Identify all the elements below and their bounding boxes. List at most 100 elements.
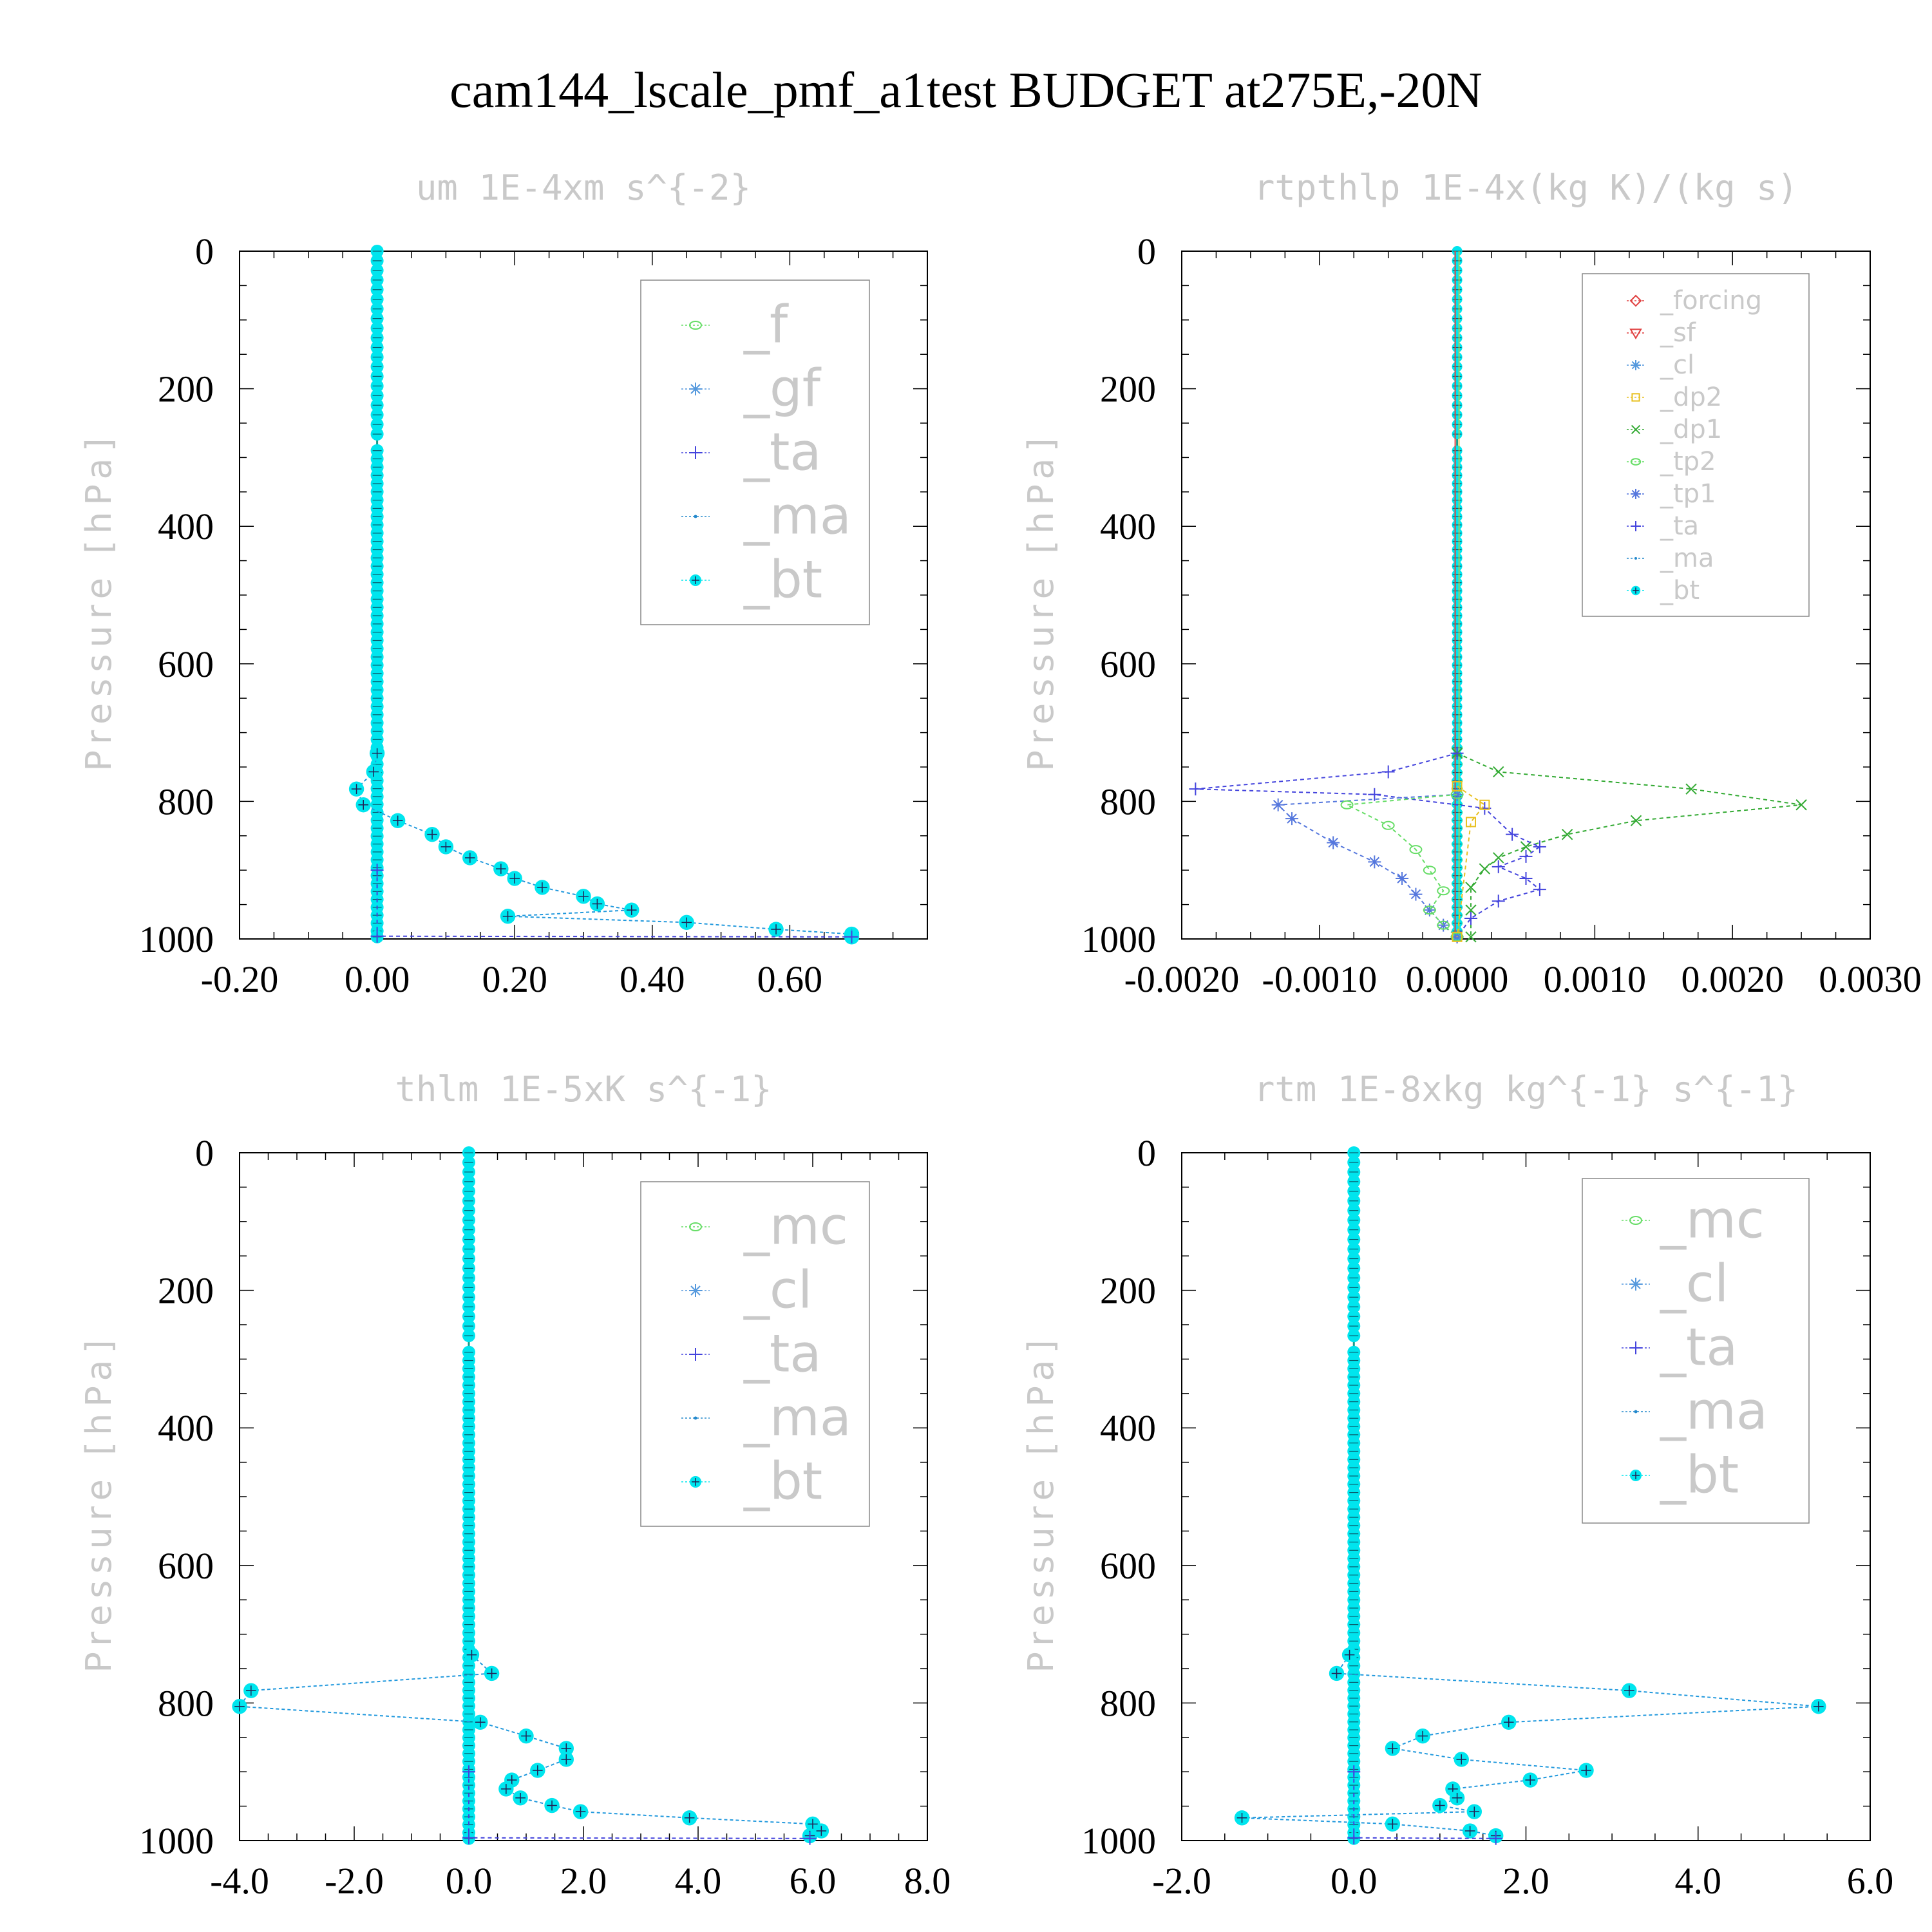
data-point [1506,828,1519,841]
y-tick-label: 800 [1100,781,1156,822]
x-tick-label: 0.60 [757,958,823,1000]
data-point [1452,931,1463,942]
legend-label: _ta [743,1323,821,1383]
legend-label: _mc [1660,1189,1765,1249]
data-point [1423,904,1436,917]
data-point [1561,828,1573,840]
data-point [1519,849,1533,863]
data-point [1368,788,1381,801]
legend-box [1582,273,1810,617]
data-point [1465,817,1476,828]
y-tick-label: 0 [1137,231,1156,272]
data-point [1465,931,1477,943]
y-tick-label: 200 [1100,1270,1156,1312]
data-point [1327,836,1340,849]
legend-label: _ta [743,422,821,482]
y-tick-label: 600 [158,643,214,685]
data-point [1409,845,1423,855]
data-point [803,1832,817,1845]
data-point [370,864,384,877]
data-point [1493,766,1504,778]
y-tick-label: 200 [158,1270,214,1312]
legend-box [1582,1178,1810,1524]
data-point [1347,1831,1361,1844]
x-tick-label: 0.20 [482,958,547,1000]
data-point [462,1831,475,1844]
series-line-bt [238,1654,823,1837]
legend-label: _f [743,294,789,354]
legend-marker [1631,360,1641,370]
legend: _mc_cl_ta_ma_bt [640,1181,870,1527]
y-tick-label: 400 [1100,506,1156,547]
data-point [1465,882,1477,893]
legend-marker [694,515,697,518]
x-tick-label: 2.0 [560,1860,607,1902]
data-point [1347,1765,1361,1779]
data-point [1450,746,1464,760]
legend-label: _tp2 [1660,447,1716,477]
y-tick-label: 400 [1100,1407,1156,1449]
data-point [845,930,858,943]
data-point [1492,860,1505,873]
plot-panel: um 1E-4xm s^{-2} Pressure [hPa] 0 200 400 600… [79,167,928,1000]
plot-panel: rtm 1E-8xkg kg^{-1} s^{-1} Pressure [hPa]… [1021,1069,1893,1902]
y-tick-label: 400 [158,1407,214,1449]
legend-marker [689,1222,702,1231]
x-tick-label: 0.0 [446,1860,493,1902]
x-tick-label: 2.0 [1502,1860,1549,1902]
data-point [1479,799,1490,810]
legend-label: _dp1 [1660,415,1722,444]
data-point [1423,905,1436,915]
legend-label: _dp2 [1660,383,1722,412]
legend-marker [1629,1216,1642,1225]
legend-marker [689,383,702,395]
legend-label: _cl [1660,350,1694,380]
y-tick-label: 1000 [1081,918,1156,960]
data-point [1533,883,1546,896]
series-line-ta [1195,752,1542,938]
x-tick-label: 0.0010 [1544,958,1647,1000]
legend-label: _ma [743,486,851,545]
legend-label: _mc [743,1196,848,1256]
legend-marker [689,1348,702,1361]
panel-title: rtm 1E-8xkg kg^{-1} s^{-1} [1254,1069,1798,1110]
data-point [1452,781,1463,791]
x-tick-label: 0.00 [345,958,410,1000]
y-axis-label: Pressure [hPa] [79,431,119,771]
series-line-bt [355,753,853,937]
legend: _mc_cl_ta_ma_bt [1582,1178,1810,1524]
legend: _forcing_sf_cl _dp2 _dp1 _tp2_tp1_ta _ma _bt [1582,273,1810,617]
legend-marker [1629,294,1642,307]
y-tick-label: 0 [195,231,214,272]
y-axis-label: Pressure [hPa] [1021,431,1061,771]
x-tick-label: 0.0000 [1406,958,1509,1000]
series-line-bt [1242,1654,1819,1837]
data-point [1437,920,1450,930]
data-point [1368,855,1381,869]
series-line-dp2 [1456,786,1486,937]
legend-label: _cl [743,1260,812,1320]
data-point [1533,840,1546,853]
legend-marker [1631,521,1641,531]
legend-box [640,279,870,625]
x-tick-label: 4.0 [1675,1860,1722,1902]
x-tick-label: 0.40 [620,958,685,1000]
legend-label: _cl [1660,1253,1728,1313]
data-point [1492,895,1505,908]
data-point [370,929,384,943]
legend-label: _ma [1660,1381,1768,1441]
legend-marker [1629,1278,1642,1291]
x-tick-label: 0.0020 [1681,958,1784,1000]
legend-label: _ta [1660,511,1699,541]
y-tick-label: 800 [1100,1682,1156,1724]
legend: _f_gf_ta_ma_bt [640,279,870,625]
y-tick-label: 400 [158,506,214,547]
legend-marker [1631,489,1641,499]
data-point [1271,798,1285,811]
panel-title: thlm 1E-5xK s^{-1} [395,1069,772,1110]
data-point [1465,904,1477,916]
legend-label: _bt [743,1451,822,1511]
x-tick-label: 0.0 [1331,1860,1378,1902]
x-tick-label: -0.0020 [1124,958,1240,1000]
legend-label: _sf [1660,318,1696,348]
